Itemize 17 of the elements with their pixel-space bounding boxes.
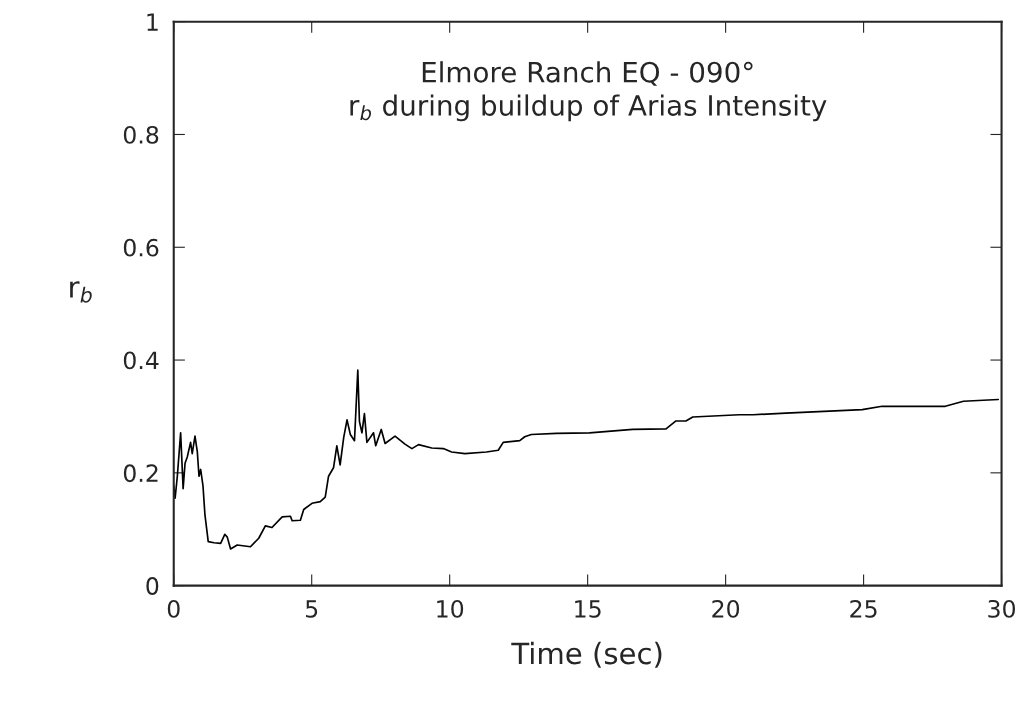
x-tick-label: 10: [437, 599, 464, 618]
y-tick-label: 1: [147, 13, 158, 31]
y-tick-label: 0.6: [123, 238, 159, 257]
x-tick-label: 20: [712, 599, 740, 618]
x-tick-label: 25: [850, 599, 877, 618]
y-tick-label: 0.8: [123, 125, 159, 144]
y-tick-label: 0.4: [123, 351, 159, 370]
x-tick-label: 30: [988, 599, 1016, 618]
chart-title: Elmore Ranch EQ - 090° r$_{b}$ during buildup of Arias Intensity: [350, 61, 827, 122]
x-tick-label: 15: [575, 600, 601, 618]
y-tick-label: 0.2: [123, 464, 158, 483]
x-tick-label: 0: [167, 599, 180, 618]
y-axis-title: r$_{b}$: [70, 281, 92, 303]
line-series: [173, 369, 1000, 550]
y-tick-label: 0: [146, 577, 159, 595]
x-tick-label: 5: [306, 600, 318, 618]
x-axis-title: Time (sec): [511, 641, 662, 668]
